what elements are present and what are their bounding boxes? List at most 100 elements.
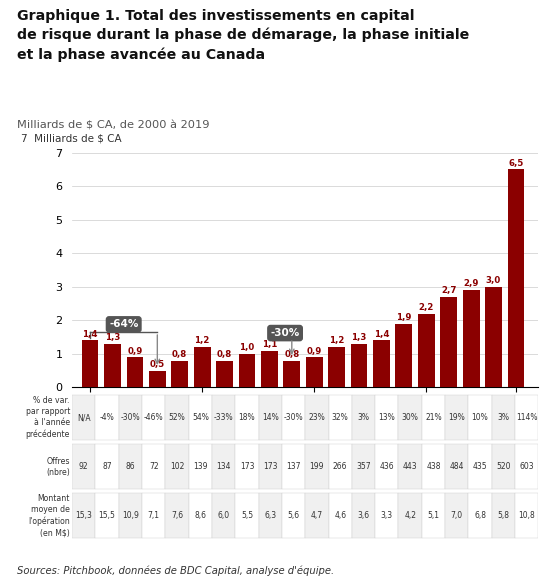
Bar <box>492 444 515 489</box>
Text: 6,5: 6,5 <box>508 158 523 168</box>
Bar <box>418 313 435 387</box>
Text: 1,3: 1,3 <box>105 333 120 342</box>
Bar <box>127 357 143 387</box>
Bar <box>306 357 322 387</box>
Text: Sources: Pitchbook, données de BDC Capital, analyse d'équipe.: Sources: Pitchbook, données de BDC Capit… <box>17 566 334 576</box>
Text: 443: 443 <box>403 462 417 471</box>
Bar <box>119 493 142 538</box>
Bar <box>468 444 492 489</box>
Text: 1,4: 1,4 <box>82 330 98 339</box>
Bar <box>422 395 445 440</box>
Text: 6,3: 6,3 <box>264 511 276 520</box>
Bar <box>282 444 305 489</box>
Bar <box>352 444 375 489</box>
Bar <box>352 493 375 538</box>
Bar <box>351 344 367 387</box>
Text: 436: 436 <box>380 462 394 471</box>
Bar <box>329 444 352 489</box>
Text: 7  Milliards de $ CA: 7 Milliards de $ CA <box>21 134 122 144</box>
Bar <box>507 170 524 387</box>
Text: -64%: -64% <box>109 319 138 329</box>
Bar <box>142 395 165 440</box>
Text: -30%: -30% <box>270 328 300 338</box>
Bar <box>95 395 119 440</box>
Text: 0,8: 0,8 <box>172 350 188 359</box>
Bar <box>398 444 422 489</box>
Text: 15,5: 15,5 <box>99 511 115 520</box>
Text: 435: 435 <box>473 462 487 471</box>
Bar <box>396 323 412 387</box>
Bar <box>515 395 538 440</box>
Text: 3%: 3% <box>357 413 370 422</box>
Text: -30%: -30% <box>120 413 140 422</box>
Bar <box>485 287 502 387</box>
Text: 19%: 19% <box>448 413 465 422</box>
Bar <box>142 493 165 538</box>
Text: 137: 137 <box>286 462 301 471</box>
Bar <box>212 444 235 489</box>
Text: 21%: 21% <box>425 413 442 422</box>
Text: Milliards de $ CA, de 2000 à 2019: Milliards de $ CA, de 2000 à 2019 <box>17 120 209 130</box>
Bar <box>189 493 212 538</box>
Bar <box>468 493 492 538</box>
Bar <box>235 444 259 489</box>
Bar <box>440 297 457 387</box>
Bar <box>142 444 165 489</box>
Text: Graphique 1. Total des investissements en capital
de risque durant la phase de d: Graphique 1. Total des investissements e… <box>17 9 469 62</box>
Bar <box>375 493 398 538</box>
Text: 173: 173 <box>263 462 278 471</box>
Text: 72: 72 <box>149 462 159 471</box>
Bar <box>305 493 329 538</box>
Bar <box>189 395 212 440</box>
Text: 0,8: 0,8 <box>284 350 300 359</box>
Text: 10%: 10% <box>472 413 488 422</box>
Text: 4,6: 4,6 <box>334 511 346 520</box>
Bar <box>165 395 189 440</box>
Bar <box>328 347 345 387</box>
Text: 266: 266 <box>333 462 347 471</box>
Text: 603: 603 <box>519 462 534 471</box>
Bar <box>445 395 468 440</box>
Text: 32%: 32% <box>332 413 349 422</box>
Bar <box>95 444 119 489</box>
Bar <box>375 444 398 489</box>
Text: 2,9: 2,9 <box>463 279 479 288</box>
Bar <box>82 340 98 387</box>
Text: 1,2: 1,2 <box>329 336 344 346</box>
Bar <box>104 344 121 387</box>
Text: 0,5: 0,5 <box>150 360 165 369</box>
Bar <box>119 395 142 440</box>
Bar <box>212 395 235 440</box>
Bar <box>445 493 468 538</box>
Text: 15,3: 15,3 <box>75 511 92 520</box>
Bar <box>119 444 142 489</box>
Bar <box>149 370 166 387</box>
Text: 13%: 13% <box>379 413 395 422</box>
Text: 10,9: 10,9 <box>122 511 139 520</box>
Bar <box>515 493 538 538</box>
Text: 54%: 54% <box>192 413 209 422</box>
Text: 0,9: 0,9 <box>306 346 322 356</box>
Bar <box>165 493 189 538</box>
Text: 139: 139 <box>193 462 208 471</box>
Bar <box>492 493 515 538</box>
Bar <box>72 444 95 489</box>
Bar <box>284 360 300 387</box>
Bar <box>165 444 189 489</box>
Bar <box>398 395 422 440</box>
Text: 6,8: 6,8 <box>474 511 486 520</box>
Text: 357: 357 <box>356 462 371 471</box>
Text: 1,2: 1,2 <box>194 336 210 346</box>
Bar <box>216 360 233 387</box>
Text: 3,6: 3,6 <box>357 511 370 520</box>
Text: 102: 102 <box>170 462 184 471</box>
Text: 1,1: 1,1 <box>262 340 277 349</box>
Text: 1,3: 1,3 <box>351 333 367 342</box>
Bar <box>95 493 119 538</box>
Text: 87: 87 <box>102 462 112 471</box>
Bar <box>235 395 259 440</box>
Bar <box>239 354 255 387</box>
Bar <box>515 444 538 489</box>
Text: 1,9: 1,9 <box>396 313 412 322</box>
Text: 6,0: 6,0 <box>218 511 230 520</box>
